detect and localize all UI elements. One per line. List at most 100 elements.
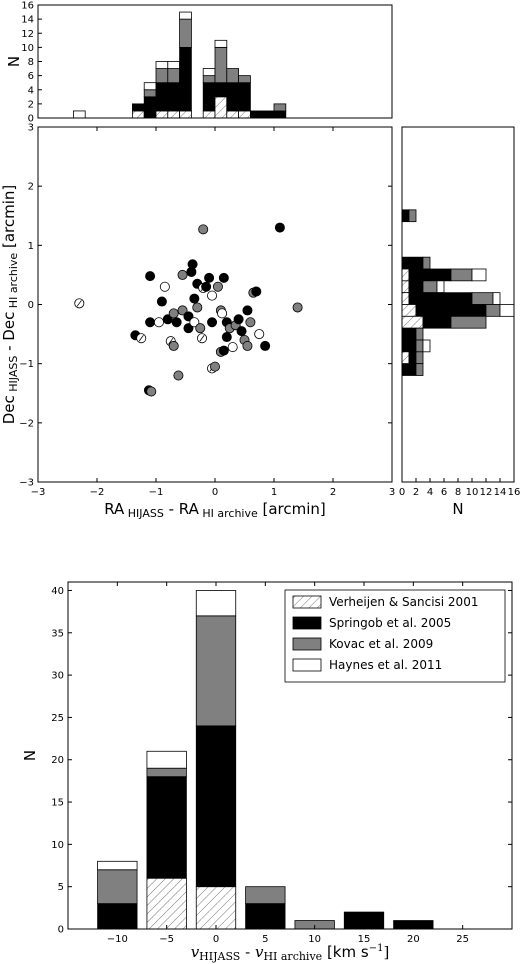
- scatter-xlabel-part: - RA: [164, 500, 200, 518]
- vel-bar-kovac: [195, 615, 237, 727]
- ra-histogram: 0 2 4 6 8 10 12 14 16 N: [5, 1, 393, 125]
- scatter-ytick-label: −1: [19, 359, 34, 370]
- ra-bar-springob: [214, 82, 228, 98]
- legend-box: [284, 589, 506, 683]
- scatter-point-haynes: [207, 290, 218, 301]
- ra-bar-haynes: [143, 82, 157, 91]
- scatter-point-springob: [251, 286, 262, 297]
- dec-bar-kovac: [408, 209, 417, 223]
- vel-xlabel: vHIJASS - vHI archive [km s−1]: [191, 943, 390, 963]
- scatter-point-springob: [145, 317, 156, 328]
- dec-histogram: 0 2 4 6 8 10 12 14 16 N: [399, 126, 520, 518]
- scatter-point-kovac: [198, 224, 209, 235]
- scatter-xlabel-part: HIJASS: [124, 507, 164, 520]
- ra-bar-kovac: [167, 68, 181, 84]
- scatter-point-kovac: [209, 361, 220, 372]
- ra-hist-ytick-label: 10: [21, 43, 34, 54]
- scatter-point-kovac: [242, 340, 253, 351]
- scatter-xtick-label: 3: [389, 487, 395, 498]
- vel-xlabel-part: v: [191, 943, 200, 961]
- scatter-ytick-label: 3: [28, 123, 34, 134]
- position-scatter: −3 −2 −1 0 1 2 3 −3 −2 −1 0 1 2 3 RA HIJASS - RA HI ar…: [0, 123, 395, 521]
- scatter-ylabel-part: - Dec: [0, 312, 18, 356]
- dec-bar-haynes: [499, 304, 515, 317]
- dec-bar-springob: [422, 315, 452, 329]
- vel-ytick-label: 20: [51, 755, 64, 766]
- vel-xtick-label: 5: [262, 934, 268, 945]
- dec-bar-kovac: [450, 315, 487, 329]
- scatter-point-kovac: [177, 269, 188, 280]
- ra-bar-springob: [167, 82, 181, 112]
- scatter-ytick-label: −2: [19, 418, 34, 429]
- dec-bar-verheijen: [401, 315, 424, 329]
- ra-hist-ytick-label: 14: [21, 15, 34, 26]
- dec-bar-springob: [401, 256, 424, 270]
- dec-hist-xtick-label: 0: [399, 487, 405, 498]
- scatter-point-springob: [187, 259, 198, 270]
- legend-swatch-kovac: [292, 637, 322, 651]
- vel-frame: [67, 581, 513, 930]
- ra-bar-springob: [155, 82, 169, 112]
- ra-bar-kovac: [179, 18, 192, 48]
- scatter-point-springob: [171, 317, 182, 328]
- scatter-point-springob: [145, 271, 156, 282]
- dec-bar-springob: [401, 327, 417, 341]
- legend-label-kovac: Kovac et al. 2009: [329, 637, 433, 651]
- ra-hist-ytick-label: 8: [28, 57, 34, 68]
- legend-label-verheijen: Verheijen & Sancisi 2001: [329, 595, 478, 609]
- ra-bar-kovac: [143, 89, 157, 98]
- scatter-ylabel: Dec HIJASS - Dec HI archive [arcmin]: [0, 185, 20, 425]
- ra-bar-verheijen: [179, 110, 192, 119]
- scatter-point-kovac: [168, 340, 179, 351]
- dec-bar-verheijen: [401, 268, 410, 282]
- vel-bar-verheijen: [146, 877, 187, 930]
- ra-bar-haynes: [179, 11, 192, 20]
- scatter-point-kovac: [177, 305, 188, 316]
- dec-bar-kovac: [415, 351, 424, 365]
- dec-hist-xtick-label: 12: [480, 487, 493, 498]
- ra-bar-verheijen: [214, 96, 228, 119]
- scatter-point-kovac: [212, 281, 223, 292]
- scatter-point-springob: [260, 340, 271, 351]
- vel-xtick-label: 25: [456, 934, 469, 945]
- legend-label-haynes: Haynes et al. 2011: [329, 658, 442, 672]
- vel-ytick-label: 25: [51, 713, 64, 724]
- dec-bar-kovac: [415, 327, 424, 341]
- scatter-point-kovac: [245, 317, 256, 328]
- scatter-frame: [37, 126, 393, 483]
- vel-ytick-label: 5: [58, 882, 64, 893]
- scatter-xtick-label: −3: [31, 487, 46, 498]
- ra-bar-springob: [226, 82, 240, 112]
- ra-bar-verheijen: [202, 110, 216, 119]
- ra-bar-haynes: [73, 110, 86, 119]
- legend-swatch-springob: [292, 616, 322, 630]
- ra-bar-springob: [179, 46, 192, 112]
- scatter-xtick-label: 2: [330, 487, 336, 498]
- ra-bar-haynes: [155, 61, 169, 69]
- dec-hist-xlabel: N: [452, 500, 463, 518]
- vel-bar-kovac: [146, 767, 187, 778]
- dec-hist-xtick-label: 2: [413, 487, 419, 498]
- ra-hist-ytick-label: 6: [28, 71, 34, 82]
- ra-hist-ylabel: N: [5, 56, 23, 67]
- scatter-xtick-label: 0: [212, 487, 218, 498]
- scatter-ytick-label: 2: [28, 182, 34, 193]
- ra-bar-kovac: [273, 103, 287, 112]
- ra-hist-ytick-label: 4: [28, 85, 34, 96]
- ra-bar-kovac: [155, 68, 169, 84]
- dec-bar-springob: [415, 304, 487, 317]
- dec-hist-xtick-label: 14: [494, 487, 507, 498]
- vel-xtick-label: 15: [358, 934, 371, 945]
- dec-hist-xtick-label: 8: [455, 487, 461, 498]
- scatter-xtick-label: 1: [271, 487, 277, 498]
- dec-bar-haynes: [422, 339, 431, 353]
- scatter-ytick-label: 1: [28, 241, 34, 252]
- scatter-point-springob: [242, 305, 253, 316]
- scatter-xtick-label: −1: [149, 487, 164, 498]
- vel-xlabel-part: −1: [369, 943, 384, 954]
- scatter-point-springob: [274, 222, 285, 233]
- ra-hist-ytick-label: 16: [21, 1, 34, 12]
- scatter-point-kovac: [192, 302, 203, 313]
- scatter-point-springob: [218, 345, 229, 356]
